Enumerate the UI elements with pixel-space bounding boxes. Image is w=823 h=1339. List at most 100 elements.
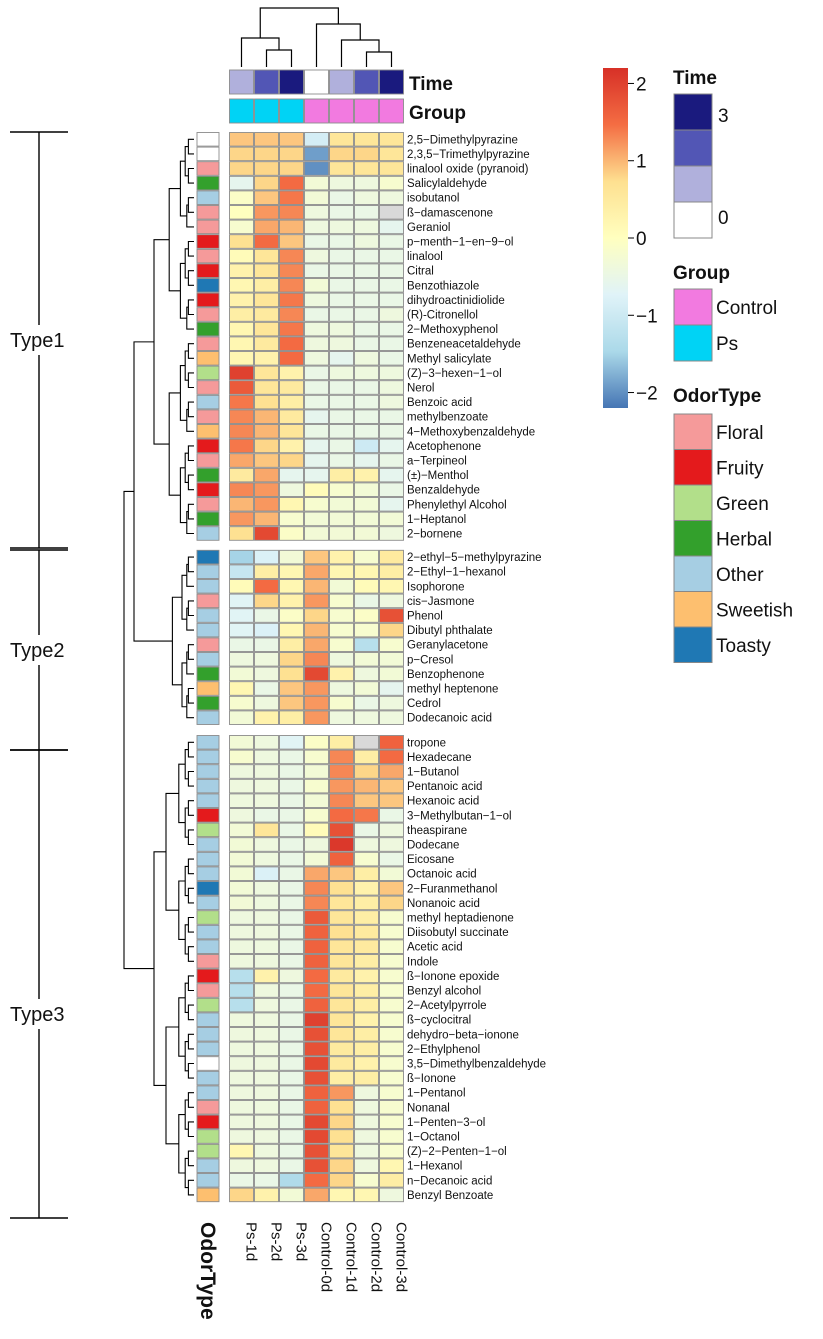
heatmap-cell xyxy=(254,764,279,779)
heatmap-cell xyxy=(304,365,329,381)
heatmap-cell xyxy=(304,161,329,176)
heatmap-cell xyxy=(354,1100,379,1115)
heatmap-cell xyxy=(279,666,304,682)
heatmap-cell xyxy=(304,579,329,594)
heatmap-cell xyxy=(379,881,404,896)
heatmap-cell xyxy=(379,292,404,308)
heatmap-cell xyxy=(229,837,254,852)
heatmap-cell xyxy=(254,351,279,366)
heatmap-cell xyxy=(379,695,404,711)
heatmap-cell xyxy=(354,608,379,623)
heatmap-cell xyxy=(229,735,254,750)
heatmap-cell xyxy=(254,808,279,823)
heatmap-cell xyxy=(254,205,279,220)
odortype-legend-swatch xyxy=(673,484,713,521)
odortype-cell xyxy=(196,409,220,424)
heatmap-cell xyxy=(354,526,379,541)
heatmap-cell xyxy=(279,453,304,468)
heatmap-cell xyxy=(354,579,379,594)
heatmap-cell xyxy=(329,710,354,725)
odortype-cell xyxy=(196,710,220,725)
odortype-cell xyxy=(196,1158,220,1173)
heatmap-cell xyxy=(304,968,329,984)
row-label: Benzyl alcohol xyxy=(407,986,481,998)
dendrogram-branch xyxy=(365,51,393,67)
odortype-cell xyxy=(196,336,220,351)
heatmap-cell xyxy=(254,939,279,954)
heatmap-cell xyxy=(354,1114,379,1130)
heatmap-cell xyxy=(329,365,354,381)
heatmap-cell xyxy=(379,735,404,750)
heatmap-cell xyxy=(254,1114,279,1130)
heatmap-cell xyxy=(229,394,254,410)
heatmap-cell xyxy=(304,710,329,725)
heatmap-cell xyxy=(279,997,304,1013)
heatmap-cell xyxy=(229,1129,254,1144)
time-annotation-label: Time xyxy=(409,74,453,95)
heatmap-cell xyxy=(279,1143,304,1159)
heatmap-cell xyxy=(304,1027,329,1042)
heatmap-cell xyxy=(254,1012,279,1027)
heatmap-cell xyxy=(329,1158,354,1173)
heatmap-cell xyxy=(229,263,254,278)
heatmap-cell xyxy=(379,749,404,765)
heatmap-cell xyxy=(279,895,304,911)
heatmap-cell xyxy=(254,1158,279,1173)
heatmap-cell xyxy=(379,190,404,205)
row-label: Benzyl Benzoate xyxy=(407,1190,493,1202)
group-legend-swatch xyxy=(673,324,713,362)
odortype-cell xyxy=(196,939,220,954)
heatmap-cell xyxy=(279,608,304,623)
heatmap-cell xyxy=(379,132,404,147)
heatmap-cell xyxy=(354,564,379,579)
heatmap-cell xyxy=(229,666,254,682)
heatmap-cell xyxy=(379,453,404,468)
heatmap-cell xyxy=(379,1158,404,1173)
heatmap-cell xyxy=(279,837,304,852)
heatmap-cell xyxy=(229,146,254,162)
heatmap-cell xyxy=(379,939,404,954)
row-label: Isophorone xyxy=(407,581,465,593)
heatmap-cell xyxy=(229,409,254,424)
heatmap-cell xyxy=(254,895,279,911)
heatmap-cell xyxy=(379,424,404,439)
heatmap-cell xyxy=(329,526,354,541)
heatmap-cell xyxy=(279,778,304,794)
cluster-label-bg xyxy=(6,325,76,355)
dendrogram-branch xyxy=(168,188,181,292)
heatmap-cell xyxy=(354,409,379,424)
heatmap-cell xyxy=(229,579,254,594)
row-label: methyl heptenone xyxy=(407,684,498,696)
heatmap-cell xyxy=(354,161,379,176)
heatmap-cell xyxy=(229,593,254,609)
colorbar-tick-label: −1 xyxy=(636,306,658,327)
odortype-cell xyxy=(196,1187,220,1203)
heatmap-cell xyxy=(279,351,304,366)
odortype-cell xyxy=(196,924,220,940)
heatmap-cell xyxy=(304,1056,329,1071)
dendrogram-branch xyxy=(178,763,186,824)
heatmap-cell xyxy=(254,735,279,750)
row-label: Acetic acid xyxy=(407,942,463,954)
heatmap-cell xyxy=(229,808,254,823)
heatmap-cell xyxy=(304,837,329,852)
heatmap-cell xyxy=(304,695,329,711)
heatmap-cell xyxy=(254,467,279,483)
odortype-cell xyxy=(196,1027,220,1042)
heatmap-cell xyxy=(329,146,354,162)
row-label: 2−ethyl−5−methylpyrazine xyxy=(407,552,542,564)
heatmap-cell xyxy=(329,968,354,984)
heatmap-cell xyxy=(254,710,279,725)
heatmap-cell xyxy=(329,924,354,940)
odortype-cell xyxy=(196,1012,220,1027)
heatmap-cell xyxy=(304,132,329,147)
dendrogram-branch xyxy=(187,556,194,573)
dendrogram-branch xyxy=(187,829,194,846)
row-label: Hexadecane xyxy=(407,752,472,764)
heatmap-cell xyxy=(354,778,379,794)
heatmap-cell xyxy=(279,593,304,609)
heatmap-cell xyxy=(354,924,379,940)
row-label: 1−Butanol xyxy=(407,767,459,779)
heatmap-cell xyxy=(354,695,379,711)
heatmap-cell xyxy=(354,954,379,969)
